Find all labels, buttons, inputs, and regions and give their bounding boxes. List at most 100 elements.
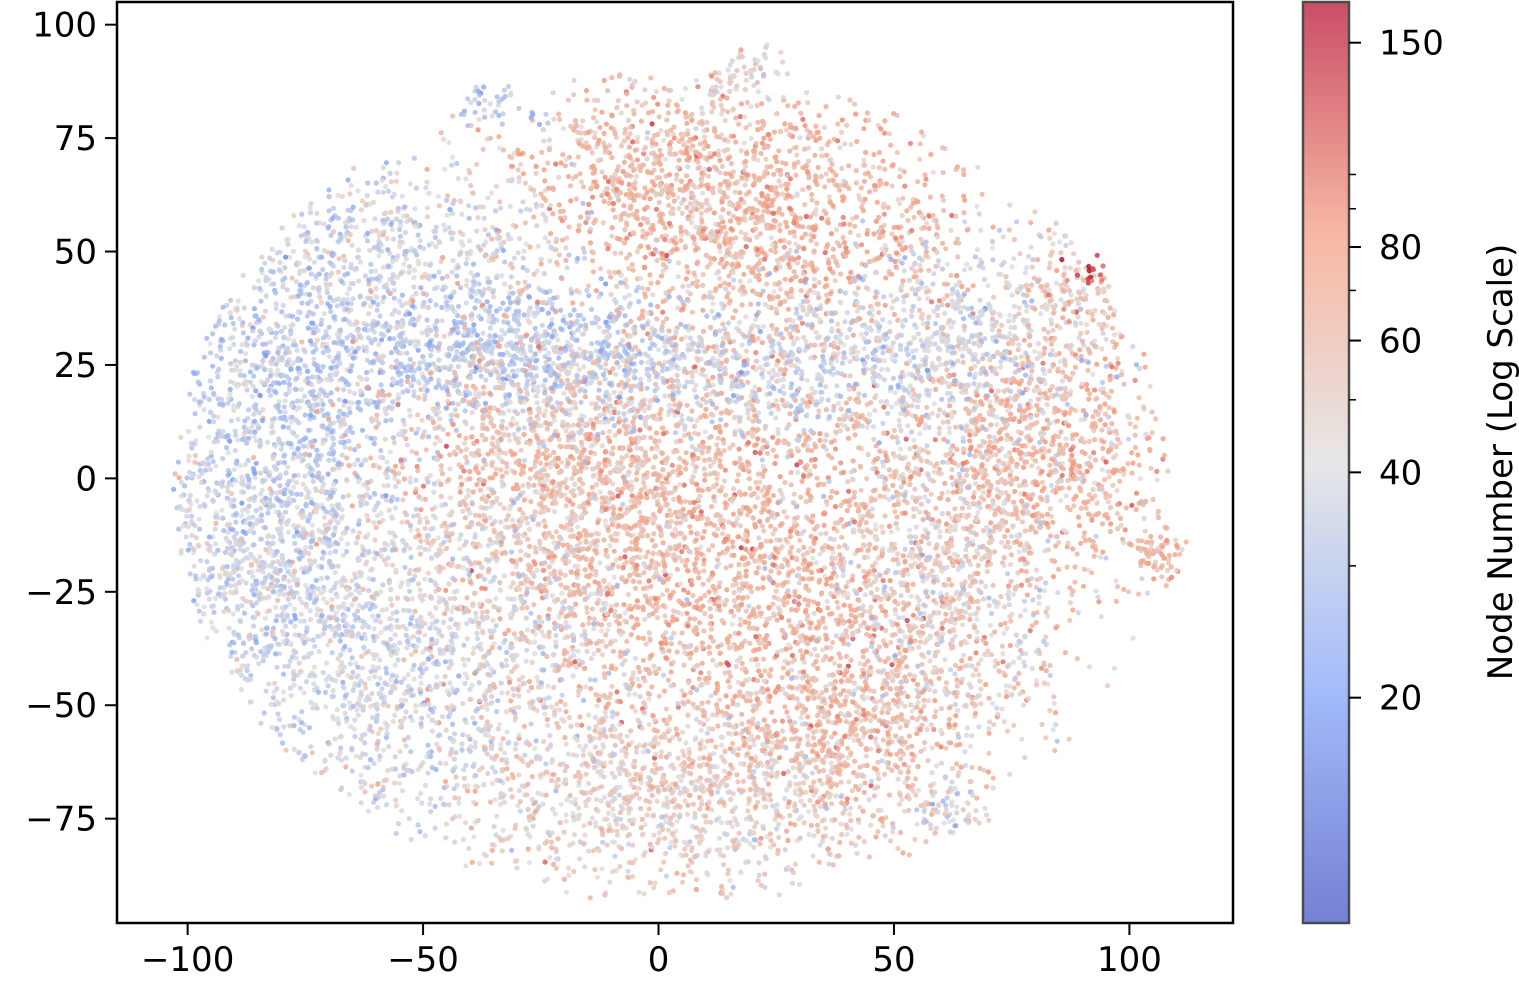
scatter-point bbox=[871, 436, 877, 442]
scatter-point bbox=[301, 224, 307, 230]
scatter-point bbox=[299, 339, 305, 345]
scatter-point bbox=[888, 586, 894, 592]
scatter-point bbox=[715, 644, 721, 650]
scatter-point bbox=[361, 217, 367, 224]
scatter-point bbox=[404, 350, 410, 356]
scatter-point bbox=[804, 89, 810, 96]
scatter-point bbox=[341, 387, 347, 393]
scatter-point bbox=[1114, 584, 1121, 590]
scatter-point bbox=[660, 319, 666, 325]
scatter-point bbox=[417, 238, 423, 244]
scatter-point bbox=[250, 466, 256, 472]
scatter-point bbox=[390, 236, 396, 242]
scatter-point bbox=[800, 271, 806, 277]
scatter-point bbox=[626, 181, 632, 187]
scatter-point bbox=[731, 613, 737, 619]
scatter-point bbox=[231, 407, 237, 413]
scatter-point bbox=[675, 164, 681, 170]
scatter-point bbox=[532, 192, 538, 198]
scatter-point bbox=[534, 268, 540, 274]
scatter-point bbox=[690, 234, 696, 240]
scatter-point bbox=[473, 290, 479, 296]
scatter-point bbox=[283, 254, 289, 260]
scatter-point bbox=[291, 497, 297, 503]
scatter-point bbox=[281, 460, 288, 466]
scatter-point bbox=[843, 245, 849, 251]
scatter-point bbox=[192, 396, 198, 403]
scatter-point bbox=[348, 182, 354, 188]
scatter-point bbox=[618, 272, 624, 278]
scatter-point bbox=[645, 244, 651, 250]
scatter-point bbox=[794, 191, 800, 197]
scatter-point bbox=[471, 327, 477, 333]
scatter-point bbox=[272, 290, 279, 296]
scatter-point bbox=[374, 307, 380, 313]
scatter-point bbox=[612, 214, 618, 220]
scatter-point bbox=[975, 598, 981, 604]
scatter-point bbox=[606, 143, 613, 149]
scatter-point bbox=[272, 443, 278, 449]
scatter-point bbox=[311, 259, 317, 265]
scatter-point bbox=[310, 478, 316, 484]
scatter-point bbox=[975, 661, 981, 667]
scatter-point bbox=[621, 328, 627, 334]
scatter-point bbox=[742, 182, 748, 188]
scatter-point bbox=[922, 172, 928, 178]
scatter-point bbox=[611, 423, 618, 429]
scatter-point bbox=[685, 164, 691, 170]
scatter-point bbox=[554, 236, 560, 242]
scatter-point bbox=[558, 346, 564, 352]
scatter-point bbox=[754, 103, 760, 109]
scatter-point bbox=[948, 582, 955, 588]
scatter-point bbox=[946, 430, 953, 436]
scatter-point bbox=[291, 338, 297, 344]
scatter-point bbox=[821, 522, 827, 529]
scatter-point bbox=[815, 601, 821, 607]
scatter-point bbox=[660, 211, 666, 218]
scatter-point bbox=[624, 103, 630, 109]
scatter-point bbox=[792, 233, 798, 239]
scatter-point bbox=[640, 228, 646, 234]
scatter-point bbox=[603, 547, 609, 554]
scatter-point bbox=[801, 246, 807, 252]
scatter-point bbox=[368, 338, 374, 344]
scatter-point bbox=[263, 353, 269, 359]
scatter-point bbox=[661, 85, 667, 92]
scatter-point bbox=[696, 575, 702, 581]
scatter-point bbox=[387, 170, 393, 176]
scatter-point bbox=[823, 581, 830, 587]
scatter-point bbox=[432, 286, 438, 292]
scatter-point bbox=[634, 147, 640, 153]
scatter-point bbox=[235, 298, 241, 304]
scatter-point bbox=[894, 149, 901, 156]
scatter-point bbox=[637, 579, 643, 585]
scatter-point bbox=[632, 193, 638, 199]
scatter-point bbox=[687, 147, 694, 153]
scatter-point bbox=[399, 292, 405, 298]
scatter-point bbox=[386, 263, 392, 270]
scatter-point bbox=[1011, 685, 1018, 691]
scatter-point bbox=[249, 424, 255, 430]
scatter-point bbox=[784, 224, 790, 230]
scatter-point bbox=[542, 859, 548, 865]
scatter-point bbox=[796, 566, 802, 572]
scatter-point bbox=[627, 194, 633, 201]
scatter-point bbox=[743, 314, 749, 320]
scatter-point bbox=[781, 440, 787, 446]
scatter-point bbox=[427, 339, 433, 345]
scatter-point bbox=[667, 151, 673, 157]
scatter-point bbox=[442, 166, 448, 172]
scatter-point bbox=[601, 140, 607, 146]
scatter-point bbox=[711, 151, 718, 157]
scatter-point bbox=[334, 296, 340, 302]
scatter-point bbox=[228, 297, 234, 303]
scatter-point bbox=[273, 301, 279, 307]
scatter-point bbox=[860, 707, 867, 713]
scatter-point bbox=[364, 376, 370, 382]
scatter-point bbox=[722, 117, 728, 123]
scatter-point bbox=[866, 854, 873, 860]
scatter-point bbox=[658, 152, 665, 158]
scatter-point bbox=[894, 265, 900, 271]
scatter-point bbox=[719, 196, 725, 202]
scatter-point bbox=[293, 387, 299, 393]
